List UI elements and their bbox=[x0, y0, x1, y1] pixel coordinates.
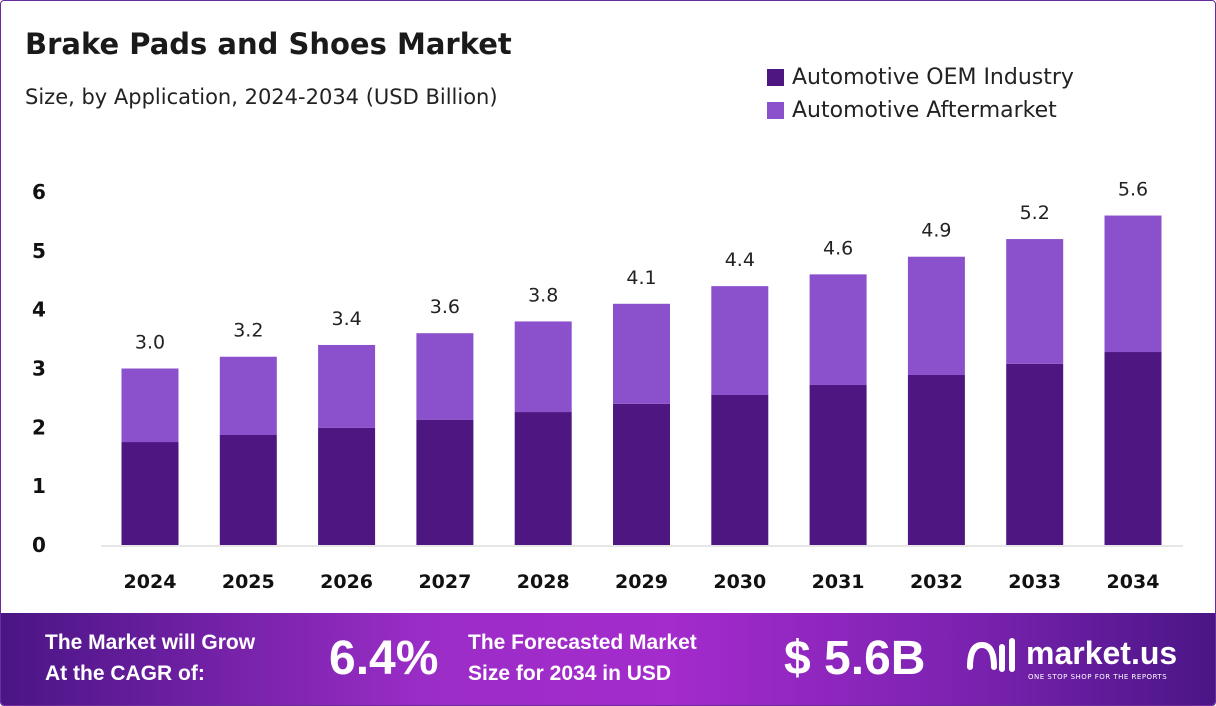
x-tick-label-2027: 2027 bbox=[418, 571, 471, 593]
forecast-value: $ 5.6B bbox=[784, 632, 926, 685]
cagr-label-line2: At the CAGR of: bbox=[45, 662, 205, 685]
total-label-2031: 4.6 bbox=[823, 237, 853, 259]
bar-oem-2029 bbox=[613, 403, 670, 545]
y-tick-label: 1 bbox=[32, 474, 46, 498]
total-label-2033: 5.2 bbox=[1020, 202, 1050, 224]
bar-aftermarket-2027 bbox=[416, 333, 474, 420]
y-tick-label: 5 bbox=[32, 239, 46, 263]
legend-item-oem: Automotive OEM Industry bbox=[767, 65, 1074, 90]
legend-label-aftermarket: Automotive Aftermarket bbox=[792, 98, 1057, 123]
bar-aftermarket-2032 bbox=[907, 256, 965, 375]
bar-oem-2027 bbox=[416, 419, 474, 545]
forecast-label: The Forecasted Market Size for 2034 in US… bbox=[468, 627, 697, 689]
cagr-label-line1: The Market will Grow bbox=[45, 631, 256, 654]
bar-aftermarket-2034 bbox=[1104, 215, 1162, 353]
bar-oem-2034 bbox=[1104, 352, 1162, 545]
legend-item-aftermarket: Automotive Aftermarket bbox=[767, 98, 1057, 123]
bar-oem-2031 bbox=[809, 384, 867, 545]
y-tick-label: 6 bbox=[32, 180, 46, 204]
total-label-2034: 5.6 bbox=[1118, 179, 1148, 201]
bar-aftermarket-2030 bbox=[711, 286, 769, 395]
x-tick-label-2024: 2024 bbox=[124, 571, 177, 593]
total-label-2026: 3.4 bbox=[331, 308, 361, 330]
cagr-value: 6.4% bbox=[329, 632, 439, 685]
total-label-2032: 4.9 bbox=[921, 220, 951, 242]
x-tick-label-2031: 2031 bbox=[812, 571, 865, 593]
total-label-2027: 3.6 bbox=[430, 296, 460, 318]
bar-aftermarket-2033 bbox=[1006, 239, 1064, 364]
x-tick-label-2032: 2032 bbox=[910, 571, 963, 593]
x-tick-label-2030: 2030 bbox=[713, 571, 766, 593]
y-tick-label: 4 bbox=[32, 298, 46, 322]
y-tick-label: 2 bbox=[32, 415, 46, 439]
x-tick-label-2026: 2026 bbox=[320, 571, 373, 593]
bar-aftermarket-2024 bbox=[121, 368, 179, 443]
bar-aftermarket-2029 bbox=[613, 303, 670, 404]
chart-subtitle: Size, by Application, 2024-2034 (USD Bil… bbox=[25, 85, 498, 109]
bar-oem-2032 bbox=[907, 374, 965, 545]
bar-oem-2025 bbox=[219, 434, 277, 545]
forecast-label-line1: The Forecasted Market bbox=[468, 631, 697, 654]
bar-oem-2026 bbox=[318, 427, 376, 545]
chart-title: Brake Pads and Shoes Market bbox=[25, 27, 512, 61]
x-tick-label-2034: 2034 bbox=[1107, 571, 1160, 593]
total-label-2030: 4.4 bbox=[725, 249, 755, 271]
logo-text: market.us bbox=[1026, 635, 1178, 671]
total-label-2025: 3.2 bbox=[233, 320, 263, 342]
x-tick-label-2028: 2028 bbox=[517, 571, 570, 593]
bar-chart: 0 1 2 3 4 5 6 3.0 2024 3.2 2025 3.4 2026 3.6 2027 3.8 20… bbox=[32, 179, 1183, 593]
total-label-2029: 4.1 bbox=[626, 267, 656, 289]
total-label-2024: 3.0 bbox=[135, 332, 165, 354]
bar-aftermarket-2025 bbox=[219, 356, 277, 435]
bar-aftermarket-2026 bbox=[318, 344, 376, 428]
y-tick-label: 0 bbox=[32, 533, 46, 557]
total-label-2028: 3.8 bbox=[528, 284, 558, 306]
x-tick-label-2033: 2033 bbox=[1008, 571, 1061, 593]
bar-aftermarket-2028 bbox=[514, 321, 572, 413]
legend-swatch-oem bbox=[767, 69, 784, 86]
cagr-label: The Market will Grow At the CAGR of: bbox=[45, 627, 255, 689]
forecast-label-line2: Size for 2034 in USD bbox=[468, 662, 672, 685]
logo-tagline: ONE STOP SHOP FOR THE REPORTS bbox=[1028, 673, 1168, 681]
legend-swatch-aftermarket bbox=[767, 102, 784, 119]
bar-oem-2033 bbox=[1006, 363, 1064, 545]
x-tick-label-2025: 2025 bbox=[222, 571, 275, 593]
bar-oem-2028 bbox=[514, 412, 572, 545]
logo-icon bbox=[967, 638, 1015, 672]
y-tick-label: 3 bbox=[32, 357, 46, 381]
bar-oem-2024 bbox=[121, 442, 179, 545]
bar-oem-2030 bbox=[711, 394, 769, 545]
bar-aftermarket-2031 bbox=[809, 274, 867, 385]
legend-label-oem: Automotive OEM Industry bbox=[792, 65, 1074, 90]
x-tick-label-2029: 2029 bbox=[615, 571, 668, 593]
footer-banner: The Market will Grow At the CAGR of: 6.4%… bbox=[1, 613, 1215, 705]
